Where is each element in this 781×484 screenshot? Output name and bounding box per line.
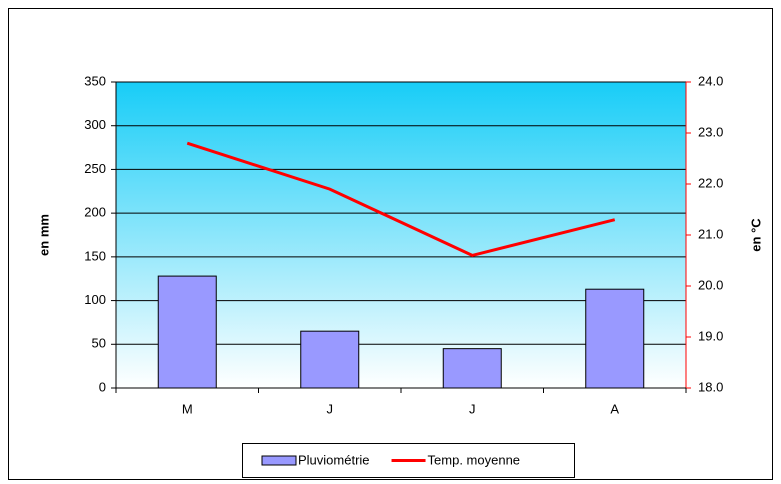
- bar: [585, 288, 645, 389]
- line: [186, 141, 616, 257]
- x-tick-label: J: [469, 401, 476, 416]
- legend-label: Pluviométrie: [298, 452, 370, 467]
- x-tick-label: A: [610, 401, 619, 416]
- y2-axis-label: en °C: [748, 218, 763, 252]
- y-axis-label: en mm: [36, 214, 51, 256]
- bar: [442, 348, 502, 389]
- y2-tick-label: 18.0: [698, 379, 723, 394]
- y2-tick-label: 20.0: [698, 277, 723, 292]
- y2-tick-label: 23.0: [698, 124, 723, 139]
- bar: [300, 330, 360, 389]
- y-tick-label: 250: [84, 161, 106, 176]
- y-tick-label: 200: [84, 205, 106, 220]
- y-tick-label: 0: [99, 379, 106, 394]
- x-tick-label: J: [327, 401, 334, 416]
- y-tick-label: 50: [92, 336, 106, 351]
- y-tick-label: 350: [84, 73, 106, 88]
- y2-tick-label: 19.0: [698, 328, 723, 343]
- y-tick-label: 150: [84, 248, 106, 263]
- y2-tick-label: 22.0: [698, 175, 723, 190]
- legend-label: Temp. moyenne: [428, 452, 521, 467]
- legend-swatch: [261, 455, 297, 466]
- y2-tick-label: 24.0: [698, 73, 723, 88]
- bar: [157, 275, 217, 389]
- y2-tick-label: 21.0: [698, 226, 723, 241]
- y-tick-label: 300: [84, 117, 106, 132]
- x-tick-label: M: [182, 401, 193, 416]
- y-tick-label: 100: [84, 292, 106, 307]
